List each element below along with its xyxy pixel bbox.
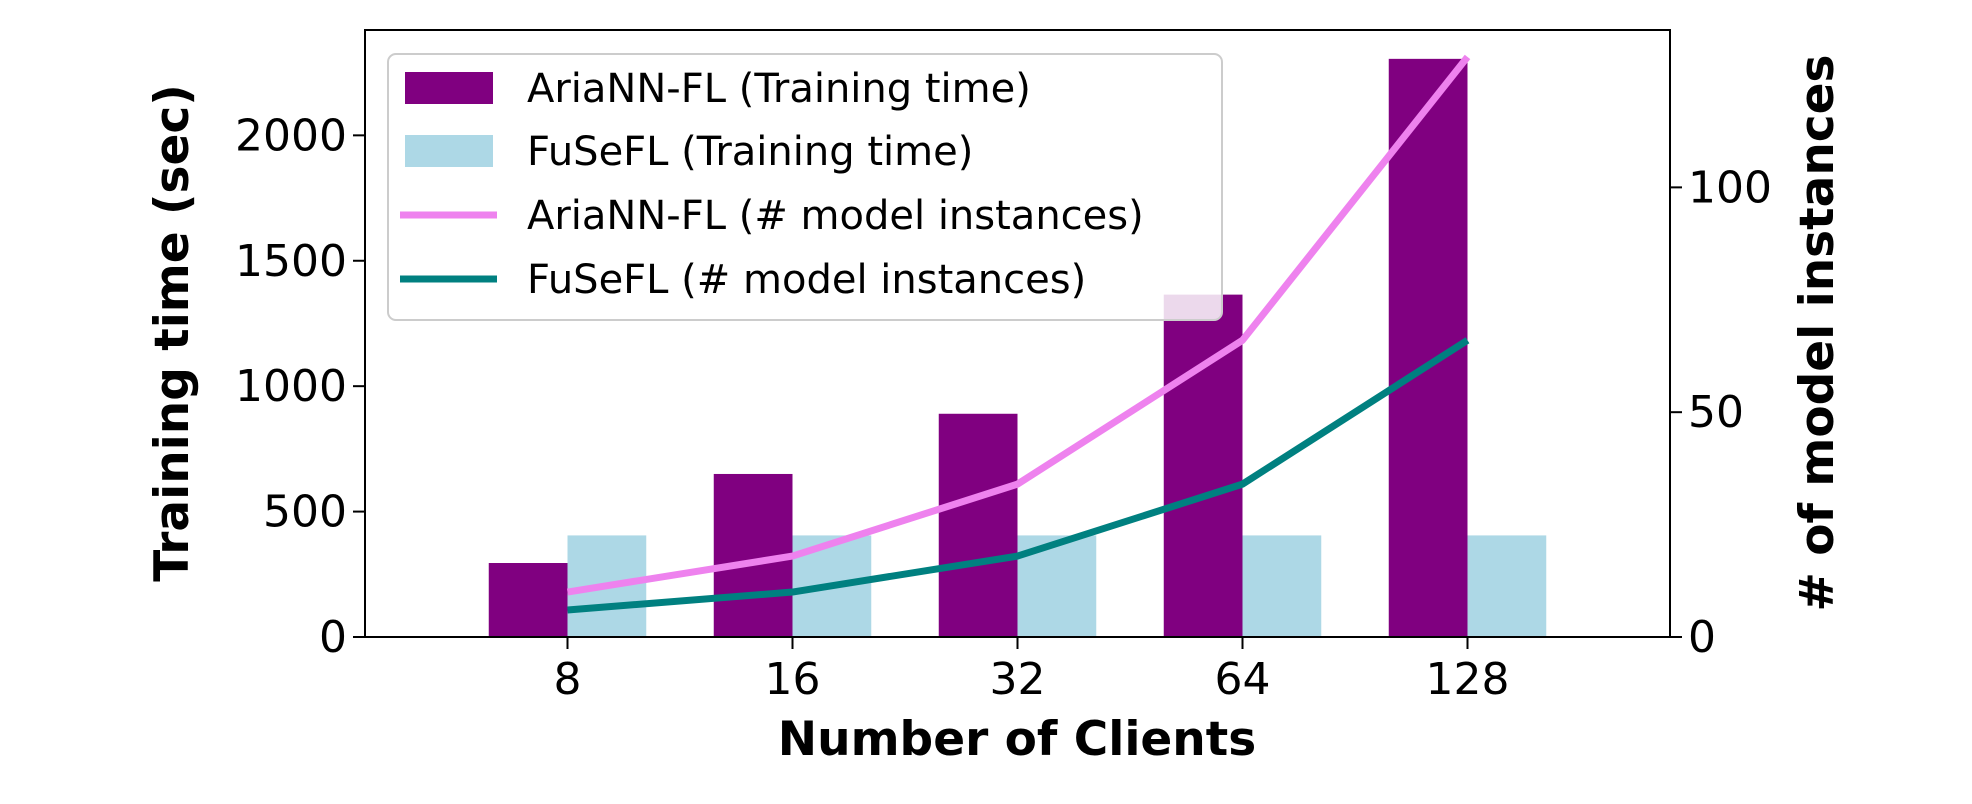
bar-ariann-fl-32 (938, 413, 1018, 637)
left-tick-label-1000: 1000 (235, 361, 347, 412)
left-tick-label-0: 0 (319, 612, 347, 663)
left-tick-label-1500: 1500 (235, 236, 347, 287)
legend: AriaNN-FL (Training time) FuSeFL (Trainin… (387, 53, 1223, 321)
right-y-axis: 0 50 100 (1670, 162, 1772, 663)
legend-swatch-bar-ariann-fl (405, 72, 493, 104)
x-tick-label-128: 128 (1426, 654, 1510, 705)
x-axis-title: Number of Clients (778, 712, 1256, 767)
x-tick-label-8: 8 (554, 654, 582, 705)
bar-ariann-fl-8 (488, 563, 568, 637)
x-tick-label-32: 32 (990, 654, 1046, 705)
legend-label-line-ariann-fl: AriaNN-FL (# model instances) (527, 193, 1144, 239)
right-tick-label-0: 0 (1688, 612, 1716, 663)
line-ariann-fl-instances (566, 54, 1471, 596)
legend-label-line-fusefl: FuSeFL (# model instances) (527, 257, 1086, 303)
legend-box (387, 53, 1223, 321)
legend-swatch-bar-fusefl (405, 135, 493, 167)
right-tick-label-50: 50 (1688, 387, 1744, 438)
left-y-axis-title: Training time (sec) (145, 84, 200, 581)
legend-label-bar-fusefl: FuSeFL (Training time) (527, 129, 973, 175)
lines-layer (566, 54, 1471, 614)
x-tick-label-64: 64 (1215, 654, 1271, 705)
right-y-axis-title: # of model instances (1790, 54, 1845, 611)
left-tick-label-500: 500 (263, 487, 347, 538)
bar-fusefl-128 (1467, 535, 1547, 637)
x-axis: 8 16 32 64 128 (554, 637, 1510, 705)
left-tick-label-2000: 2000 (235, 110, 347, 161)
left-y-axis: 0 500 1000 1500 2000 (235, 110, 365, 663)
legend-label-bar-ariann-fl: AriaNN-FL (Training time) (527, 66, 1031, 112)
line-fusefl-instances (567, 337, 1470, 614)
x-tick-label-16: 16 (765, 654, 821, 705)
right-tick-label-100: 100 (1688, 162, 1772, 213)
bar-fusefl-64 (1242, 535, 1322, 637)
